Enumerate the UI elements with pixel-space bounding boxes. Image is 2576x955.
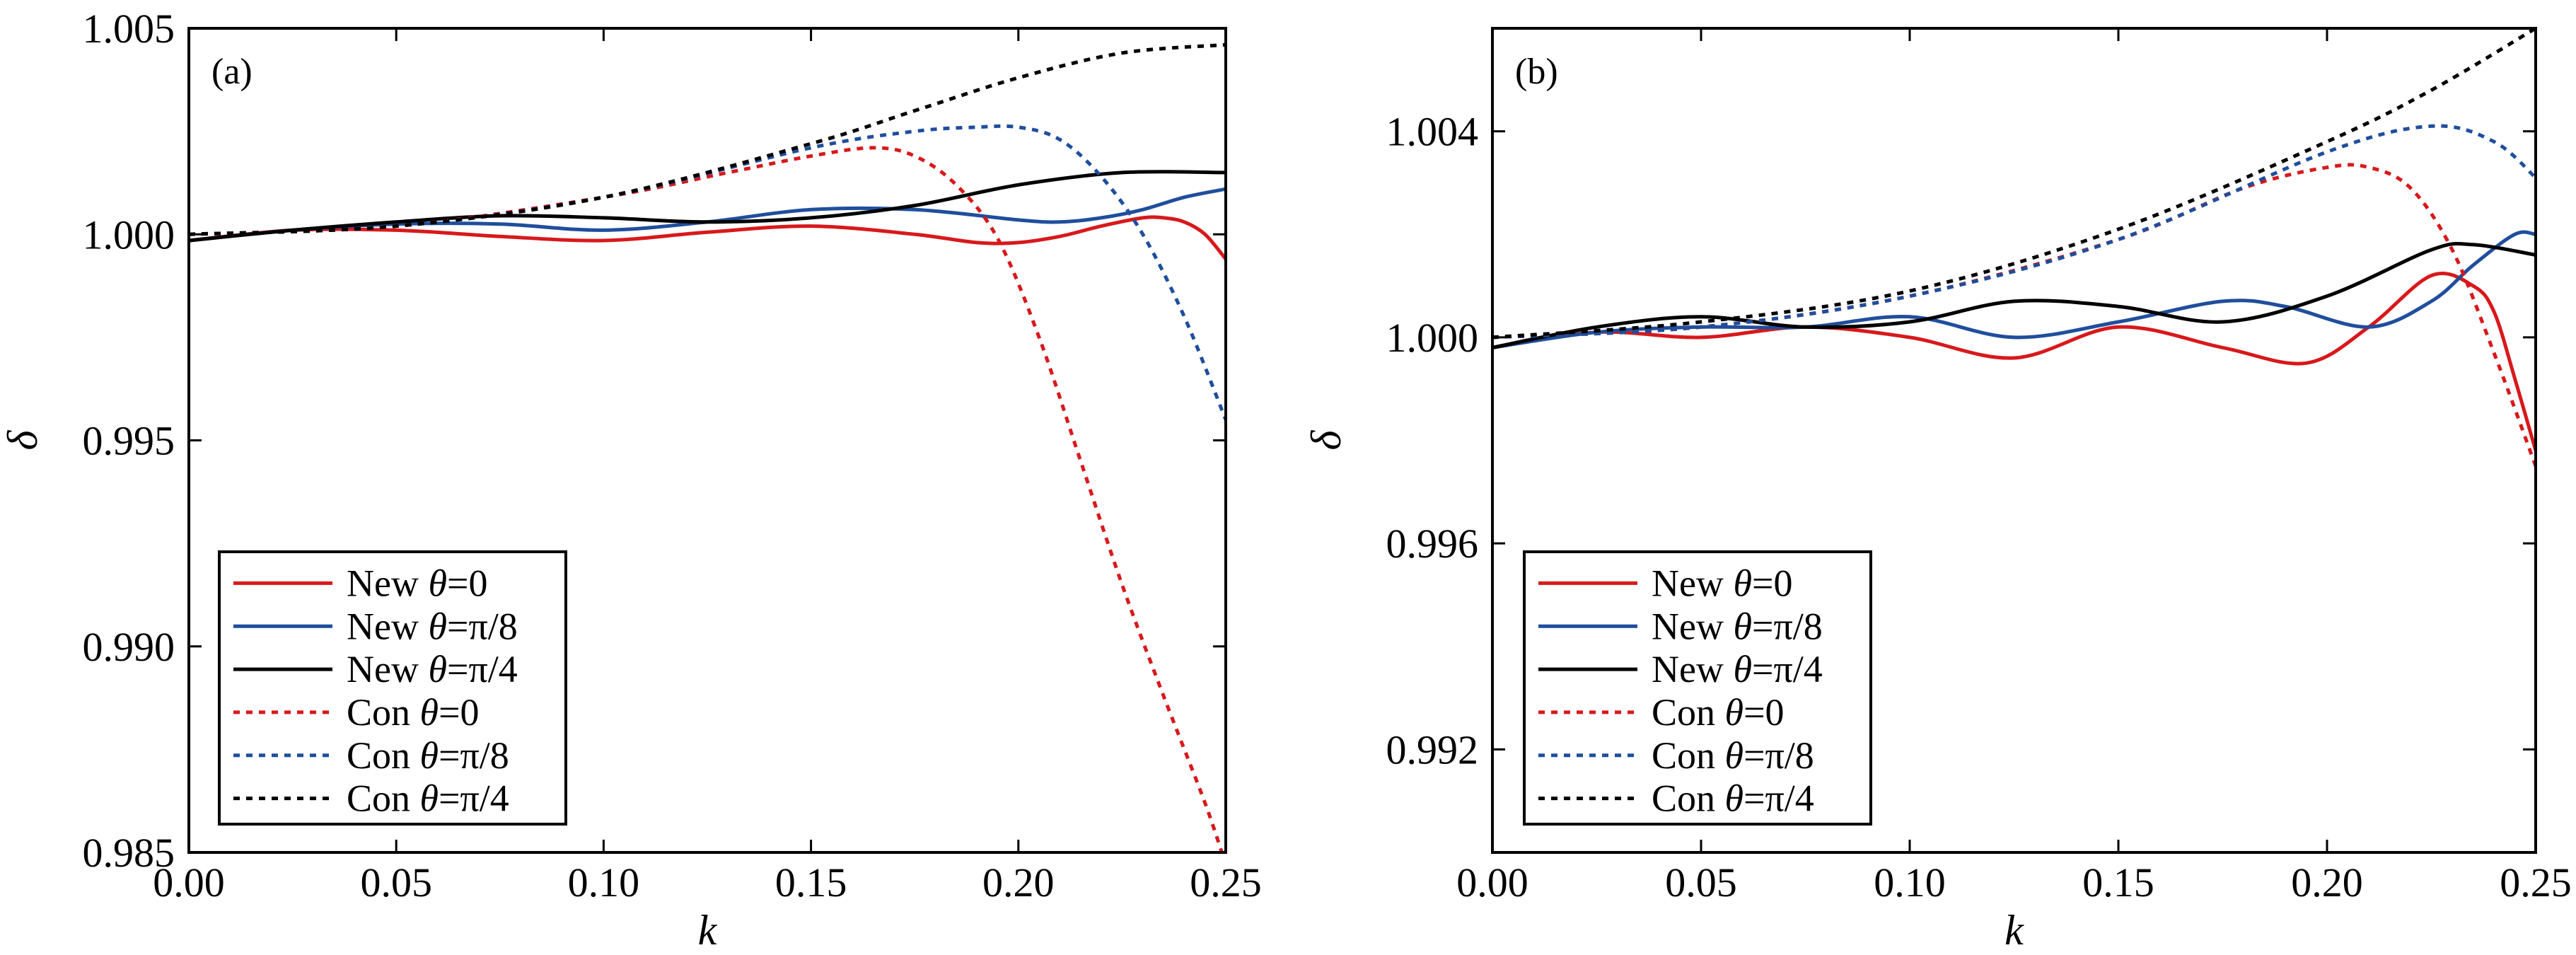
legend-suffix: =π/4 — [447, 648, 518, 690]
legend-suffix: =0 — [1744, 691, 1784, 734]
x-axis-label: k — [2004, 907, 2024, 954]
panel-label: (b) — [1515, 52, 1558, 92]
legend-box — [1523, 550, 1872, 826]
legend-variable: θ — [1733, 605, 1752, 647]
legend-prefix: Con — [1652, 734, 1725, 777]
legend-variable: θ — [420, 691, 439, 734]
x-tick-label: 0.10 — [1874, 860, 1946, 905]
legend-variable: θ — [1733, 648, 1752, 690]
y-tick-label: 0.990 — [83, 624, 175, 670]
x-tick-label: 0.05 — [360, 860, 432, 905]
legend-suffix: =0 — [1752, 562, 1792, 604]
legend-variable: θ — [420, 734, 439, 777]
series-line-5 — [1492, 124, 2536, 340]
series-line-5 — [189, 124, 1226, 421]
y-axis-label: δ — [0, 429, 46, 450]
legend-variable: θ — [420, 777, 439, 820]
legend-label-5: Con θ=π/8 — [347, 734, 509, 777]
y-tick-label: 0.992 — [1386, 727, 1479, 772]
legend-suffix: =π/8 — [1752, 605, 1823, 647]
x-tick-label: 0.15 — [775, 860, 847, 905]
y-tick-label: 0.996 — [1386, 521, 1479, 567]
x-tick-label: 0.10 — [568, 860, 640, 905]
series-line-3 — [189, 170, 1226, 243]
legend-variable: θ — [1725, 691, 1744, 734]
legend-prefix: Con — [1652, 691, 1725, 734]
legend-suffix: =π/4 — [439, 777, 509, 820]
series-line-1 — [189, 215, 1226, 260]
x-tick-label: 0.00 — [1456, 860, 1528, 905]
x-tick-label: 0.15 — [2082, 860, 2154, 905]
legend-suffix: =π/4 — [1744, 777, 1814, 820]
legend-variable: θ — [428, 648, 447, 690]
series-line-2 — [189, 187, 1226, 243]
legend-suffix: =π/4 — [1752, 648, 1823, 690]
legend-prefix: Con — [1652, 777, 1725, 820]
x-tick-label: 0.20 — [2291, 860, 2363, 905]
legend-suffix: =π/8 — [447, 605, 518, 647]
legend-variable: θ — [428, 605, 447, 647]
panel-label: (a) — [211, 52, 253, 92]
y-tick-label: 1.004 — [1386, 109, 1479, 155]
y-tick-label: 1.000 — [83, 212, 175, 257]
legend-label-5: Con θ=π/8 — [1652, 734, 1814, 777]
series-line-3 — [1492, 241, 2536, 349]
legend-prefix: New — [347, 562, 428, 604]
legend-label-6: Con θ=π/4 — [1652, 777, 1814, 820]
legend-box — [218, 550, 567, 826]
legend-label-3: New θ=π/4 — [347, 648, 518, 690]
series-line-6 — [1492, 28, 2536, 340]
legend-label-4: Con θ=0 — [347, 691, 480, 734]
y-tick-label: 1.000 — [1386, 315, 1479, 361]
legend-prefix: New — [347, 648, 428, 690]
y-tick-label: 1.005 — [83, 6, 175, 52]
legend-variable: θ — [1733, 562, 1752, 604]
chart-panel-2: 0.00 0.05 0.10 0.15 0.20 0.25 0.992 0.996 1.000 1… — [1303, 27, 2572, 954]
series-line-4 — [1492, 163, 2536, 467]
legend-variable: θ — [1725, 777, 1744, 820]
legend-prefix: Con — [347, 734, 420, 777]
x-tick-label: 0.05 — [1665, 860, 1737, 905]
legend-label-4: Con θ=0 — [1652, 691, 1785, 734]
legend-suffix: =π/8 — [439, 734, 509, 777]
x-tick-label: 0.25 — [1190, 860, 1262, 905]
legend-prefix: New — [1652, 648, 1733, 690]
legend-prefix: Con — [347, 777, 420, 820]
y-tick-label: 0.985 — [83, 830, 175, 876]
legend-prefix: New — [1652, 605, 1733, 647]
legend-label-3: New θ=π/4 — [1652, 648, 1823, 690]
legend-label-1: New θ=0 — [347, 562, 487, 604]
series-line-6 — [189, 42, 1226, 236]
y-tick-label: 0.995 — [83, 418, 175, 464]
x-tick-label: 0.20 — [982, 860, 1055, 905]
legend-prefix: New — [347, 605, 428, 647]
legend-suffix: =0 — [447, 562, 487, 604]
x-tick-label: 0.25 — [2500, 860, 2572, 905]
chart-panel-1: 0.00 0.05 0.10 0.15 0.20 0.25 0.985 0.990 0.995 1… — [0, 6, 1262, 954]
legend-label-2: New θ=π/8 — [347, 605, 518, 647]
legend-variable: θ — [1725, 734, 1744, 777]
series-line-1 — [1492, 271, 2536, 451]
x-tick-label: 0.00 — [153, 860, 225, 905]
legend-suffix: =π/8 — [1744, 734, 1814, 777]
legend-label-6: Con θ=π/4 — [347, 777, 509, 820]
x-axis-label: k — [698, 907, 718, 954]
y-axis-label: δ — [1303, 429, 1350, 450]
legend-label-2: New θ=π/8 — [1652, 605, 1823, 647]
legend-suffix: =0 — [439, 691, 479, 734]
legend-label-1: New θ=0 — [1652, 562, 1792, 604]
legend-prefix: Con — [347, 691, 420, 734]
legend-variable: θ — [428, 562, 447, 604]
plot-frame — [1491, 27, 2537, 854]
legend-prefix: New — [1652, 562, 1733, 604]
